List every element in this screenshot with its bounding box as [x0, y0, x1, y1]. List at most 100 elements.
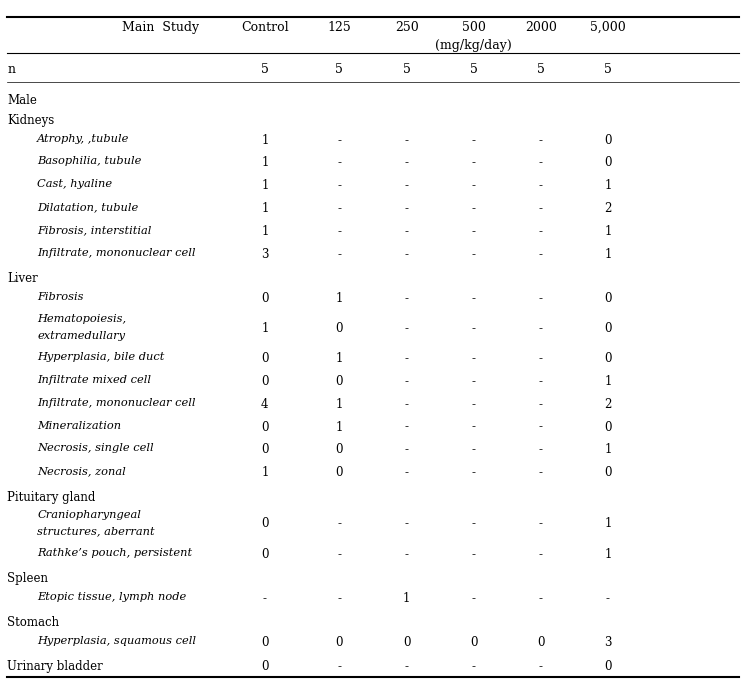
- Text: -: -: [471, 661, 476, 674]
- Text: -: -: [539, 398, 543, 410]
- Text: -: -: [471, 444, 476, 456]
- Text: -: -: [539, 466, 543, 479]
- Text: Basophilia, tubule: Basophilia, tubule: [37, 156, 142, 167]
- Text: 0: 0: [604, 133, 612, 146]
- Text: -: -: [471, 202, 476, 215]
- Text: n: n: [7, 63, 16, 76]
- Text: -: -: [606, 591, 610, 605]
- Text: Craniopharyngeal: Craniopharyngeal: [37, 510, 141, 520]
- Text: Hyperplasia, bile duct: Hyperplasia, bile duct: [37, 352, 165, 362]
- Text: 4: 4: [261, 398, 269, 410]
- Text: -: -: [539, 518, 543, 531]
- Text: 5: 5: [604, 63, 612, 76]
- Text: 1: 1: [261, 466, 269, 479]
- Text: Main  Study: Main Study: [122, 21, 199, 34]
- Text: 5,000: 5,000: [590, 21, 626, 34]
- Text: 2: 2: [604, 398, 612, 410]
- Text: 0: 0: [261, 661, 269, 674]
- Text: -: -: [539, 591, 543, 605]
- Text: -: -: [404, 444, 409, 456]
- Text: 1: 1: [261, 322, 269, 334]
- Text: structures, aberrant: structures, aberrant: [37, 527, 155, 536]
- Text: 1: 1: [604, 548, 612, 561]
- Text: -: -: [539, 548, 543, 561]
- Text: 0: 0: [336, 322, 343, 334]
- Text: -: -: [404, 661, 409, 674]
- Text: -: -: [539, 322, 543, 334]
- Text: -: -: [337, 247, 342, 261]
- Text: -: -: [471, 398, 476, 410]
- Text: 0: 0: [604, 322, 612, 334]
- Text: 0: 0: [604, 352, 612, 365]
- Text: (mg/kg/day): (mg/kg/day): [436, 39, 512, 53]
- Text: 0: 0: [604, 292, 612, 305]
- Text: 0: 0: [261, 292, 269, 305]
- Text: Atrophy, ,tubule: Atrophy, ,tubule: [37, 133, 130, 144]
- Text: Necrosis, zonal: Necrosis, zonal: [37, 466, 126, 476]
- Text: 3: 3: [604, 636, 612, 649]
- Text: -: -: [337, 591, 342, 605]
- Text: Pituitary gland: Pituitary gland: [7, 491, 95, 504]
- Text: -: -: [471, 518, 476, 531]
- Text: 1: 1: [261, 202, 269, 215]
- Text: -: -: [337, 133, 342, 146]
- Text: 0: 0: [470, 636, 477, 649]
- Text: -: -: [404, 466, 409, 479]
- Text: -: -: [539, 156, 543, 169]
- Text: 0: 0: [261, 421, 269, 433]
- Text: -: -: [539, 661, 543, 674]
- Text: 1: 1: [604, 179, 612, 192]
- Text: 1: 1: [604, 444, 612, 456]
- Text: Control: Control: [241, 21, 289, 34]
- Text: 1: 1: [261, 179, 269, 192]
- Text: Infiltrate, mononuclear cell: Infiltrate, mononuclear cell: [37, 398, 195, 408]
- Text: Hyperplasia, squamous cell: Hyperplasia, squamous cell: [37, 636, 196, 646]
- Text: Rathke’s pouch, persistent: Rathke’s pouch, persistent: [37, 548, 192, 558]
- Text: 0: 0: [604, 466, 612, 479]
- Text: Etopic tissue, lymph node: Etopic tissue, lymph node: [37, 591, 187, 602]
- Text: -: -: [539, 133, 543, 146]
- Text: 500: 500: [462, 21, 486, 34]
- Text: 1: 1: [261, 133, 269, 146]
- Text: Mineralization: Mineralization: [37, 421, 122, 430]
- Text: 0: 0: [537, 636, 545, 649]
- Text: 5: 5: [403, 63, 410, 76]
- Text: 1: 1: [604, 247, 612, 261]
- Text: 2000: 2000: [525, 21, 557, 34]
- Text: -: -: [404, 292, 409, 305]
- Text: -: -: [539, 292, 543, 305]
- Text: 0: 0: [336, 466, 343, 479]
- Text: -: -: [471, 292, 476, 305]
- Text: Stomach: Stomach: [7, 616, 60, 630]
- Text: -: -: [404, 398, 409, 410]
- Text: -: -: [539, 179, 543, 192]
- Text: -: -: [337, 156, 342, 169]
- Text: -: -: [337, 179, 342, 192]
- Text: -: -: [539, 225, 543, 238]
- Text: 0: 0: [403, 636, 410, 649]
- Text: -: -: [404, 156, 409, 169]
- Text: extramedullary: extramedullary: [37, 331, 125, 341]
- Text: -: -: [404, 421, 409, 433]
- Text: -: -: [337, 202, 342, 215]
- Text: -: -: [539, 444, 543, 456]
- Text: 5: 5: [336, 63, 343, 76]
- Text: 1: 1: [604, 225, 612, 238]
- Text: -: -: [539, 202, 543, 215]
- Text: 1: 1: [604, 375, 612, 388]
- Text: 0: 0: [261, 548, 269, 561]
- Text: 0: 0: [604, 661, 612, 674]
- Text: Urinary bladder: Urinary bladder: [7, 661, 103, 674]
- Text: -: -: [539, 421, 543, 433]
- Text: 0: 0: [336, 375, 343, 388]
- Text: Dilatation, tubule: Dilatation, tubule: [37, 202, 139, 212]
- Text: 0: 0: [261, 636, 269, 649]
- Text: 1: 1: [403, 591, 410, 605]
- Text: 2: 2: [604, 202, 612, 215]
- Text: -: -: [539, 375, 543, 388]
- Text: 3: 3: [261, 247, 269, 261]
- Text: -: -: [471, 247, 476, 261]
- Text: -: -: [263, 591, 267, 605]
- Text: 0: 0: [604, 156, 612, 169]
- Text: -: -: [404, 179, 409, 192]
